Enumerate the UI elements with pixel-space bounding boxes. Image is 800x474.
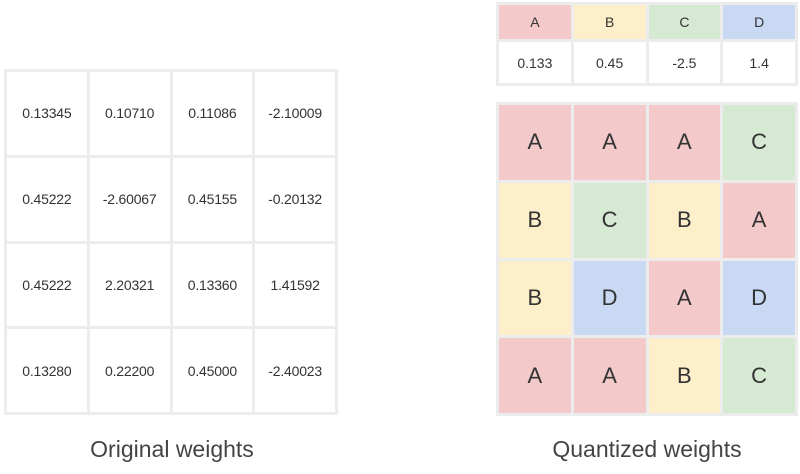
codebook-key-b: B <box>573 5 646 39</box>
original-weight-cell: 0.13280 <box>7 329 87 412</box>
quantized-weight-cell: D <box>573 260 646 336</box>
original-weights-matrix: 0.13345 0.10710 0.11086 -2.10009 0.45222… <box>4 69 338 415</box>
codebook-value-b: 0.45 <box>573 42 646 83</box>
original-weight-cell: 0.45222 <box>7 157 87 241</box>
original-weight-cell: 0.45155 <box>172 157 253 241</box>
quantized-weights-matrix: A A A C B C B A B D A D A A B C <box>496 102 798 416</box>
original-weight-cell: 0.45000 <box>172 329 253 412</box>
quantized-weight-cell: A <box>723 182 795 258</box>
codebook-key-d: D <box>723 5 795 39</box>
original-weight-cell: 0.45222 <box>7 243 87 327</box>
quantized-weight-cell: C <box>723 338 795 413</box>
quantized-weight-cell: A <box>573 338 646 413</box>
original-weight-cell: -2.40023 <box>255 329 335 412</box>
quantized-weight-cell: C <box>723 105 795 180</box>
original-weight-cell: -2.60067 <box>89 157 170 241</box>
codebook-key-a: A <box>499 5 571 39</box>
codebook-table: A B C D 0.133 0.45 -2.5 1.4 <box>496 2 798 86</box>
codebook-value-c: -2.5 <box>648 42 721 83</box>
original-weight-cell: 0.10710 <box>89 72 170 155</box>
original-weight-cell: 2.20321 <box>89 243 170 327</box>
original-weight-cell: -2.10009 <box>255 72 335 155</box>
original-weight-cell: 1.41592 <box>255 243 335 327</box>
quantized-weight-cell: A <box>573 105 646 180</box>
original-weight-cell: 0.11086 <box>172 72 253 155</box>
codebook-value-d: 1.4 <box>723 42 795 83</box>
quantized-weight-cell: A <box>648 260 721 336</box>
codebook-key-c: C <box>648 5 721 39</box>
quantized-weight-cell: B <box>648 182 721 258</box>
quantized-weight-cell: A <box>648 105 721 180</box>
original-weight-cell: 0.13360 <box>172 243 253 327</box>
original-weight-cell: 0.22200 <box>89 329 170 412</box>
quantized-weights-caption: Quantized weights <box>552 436 742 462</box>
quantized-weight-cell: D <box>723 260 795 336</box>
quantized-weight-cell: A <box>499 338 571 413</box>
quantized-weight-cell: A <box>499 105 571 180</box>
original-weights-caption: Original weights <box>90 436 254 462</box>
codebook-value-a: 0.133 <box>499 42 571 83</box>
quantized-weight-cell: B <box>499 182 571 258</box>
quantized-weight-cell: C <box>573 182 646 258</box>
quantized-weight-cell: B <box>648 338 721 413</box>
original-weight-cell: 0.13345 <box>7 72 87 155</box>
quantized-weight-cell: B <box>499 260 571 336</box>
original-weight-cell: -0.20132 <box>255 157 335 241</box>
